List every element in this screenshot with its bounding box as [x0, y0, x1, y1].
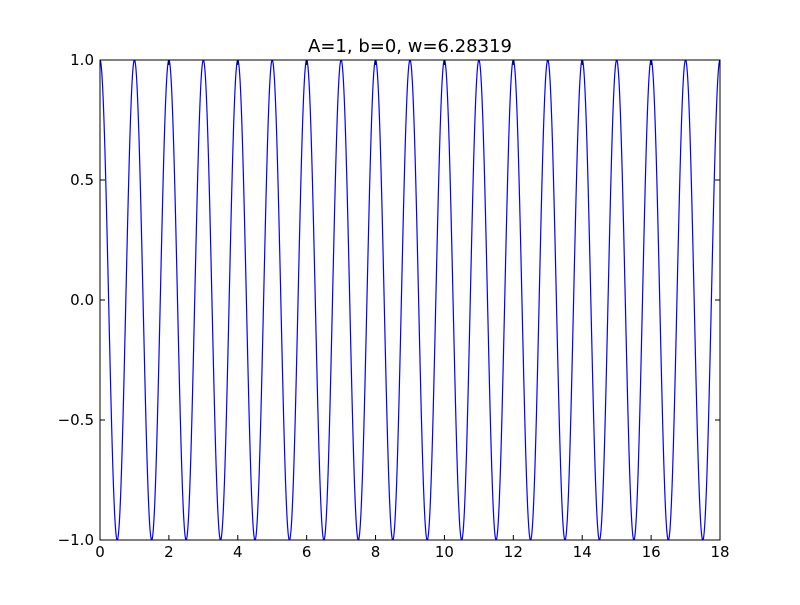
axes-frame: [99, 59, 721, 541]
y-tick-label: 0.0: [70, 291, 94, 309]
series-line: [100, 60, 720, 540]
x-axis: 0 2 4 6 8 10 12 14 16 18: [95, 60, 730, 561]
x-tick-label: 0: [95, 543, 105, 561]
y-tick-label: 0.5: [70, 171, 94, 189]
x-tick-label: 14: [573, 543, 592, 561]
x-tick-label: 16: [642, 543, 661, 561]
y-tick-label: −1.0: [58, 531, 94, 549]
x-tick-label: 18: [710, 543, 729, 561]
x-tick-label: 8: [371, 543, 381, 561]
x-tick-label: 12: [504, 543, 523, 561]
x-tick-label: 6: [302, 543, 312, 561]
plot-area: [100, 60, 720, 540]
x-tick-label: 4: [233, 543, 243, 561]
y-tick-label: 1.0: [70, 51, 94, 69]
y-axis: −1.0 −0.5 0.0 0.5 1.0: [58, 51, 720, 549]
x-tick-label: 10: [435, 543, 454, 561]
chart-title: A=1, b=0, w=6.28319: [308, 36, 512, 57]
y-tick-label: −0.5: [58, 411, 94, 429]
x-tick-label: 2: [164, 543, 174, 561]
